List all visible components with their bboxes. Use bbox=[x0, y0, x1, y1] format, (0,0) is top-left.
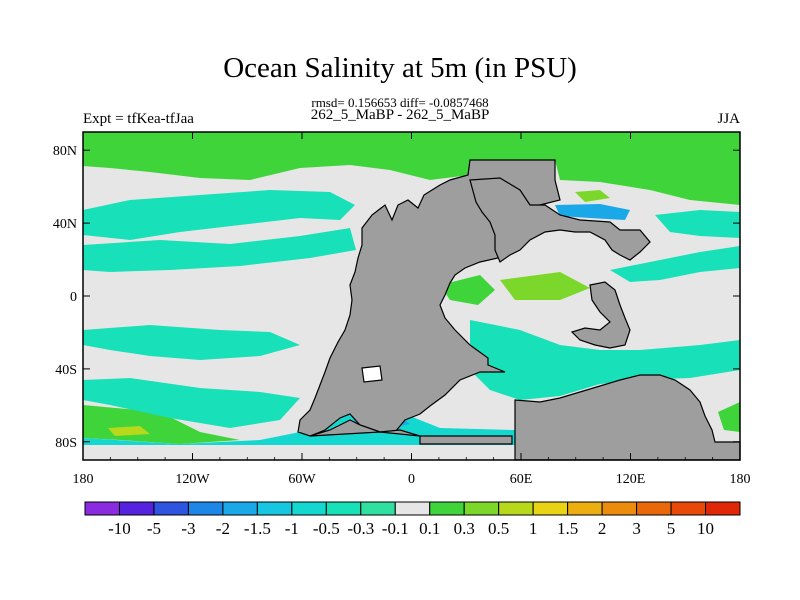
colorbar-swatch bbox=[84, 501, 120, 516]
colorbar-label: 0.1 bbox=[419, 519, 440, 538]
x-tick-label: 180 bbox=[730, 472, 751, 487]
antarctic-landmass bbox=[309, 419, 513, 445]
colorbar-label: 10 bbox=[697, 519, 714, 538]
y-tick-label: 80N bbox=[53, 144, 77, 159]
south-atlantic-cyan bbox=[83, 378, 300, 428]
axis-ticks: 180 120W 60W 0 60E 120E 180 80N 40N 0 40S 80S bbox=[53, 132, 751, 487]
pacific-cyan-band bbox=[610, 246, 740, 282]
colorbar-label: -2 bbox=[216, 519, 230, 538]
colorbar-swatch bbox=[705, 501, 741, 516]
land-masses bbox=[297, 159, 741, 461]
colorbar-swatch bbox=[498, 501, 534, 516]
east-pacific-cyan bbox=[655, 210, 740, 238]
colorbar-swatch bbox=[222, 501, 258, 516]
colorbar-label: -10 bbox=[108, 519, 131, 538]
x-tick-label: 60W bbox=[288, 472, 316, 487]
colorbar-label: 2 bbox=[598, 519, 607, 538]
x-tick-label: 60E bbox=[510, 472, 533, 487]
colorbar-label: 0.5 bbox=[488, 519, 509, 538]
colorbar-swatch bbox=[291, 501, 327, 516]
pacific-green-patch bbox=[500, 272, 590, 300]
colorbar-swatch bbox=[118, 501, 155, 516]
southern-cyan-band bbox=[83, 325, 300, 360]
map-area bbox=[82, 131, 741, 461]
small-lake bbox=[361, 365, 383, 383]
island-arc bbox=[570, 281, 631, 349]
indian-ocean-cyan bbox=[470, 320, 740, 400]
atlantic-green-patch bbox=[440, 275, 495, 305]
experiment-label: Expt = tfKea-tfJaa bbox=[83, 111, 194, 127]
season-label: JJA bbox=[717, 111, 740, 127]
x-tick-label: 120W bbox=[175, 472, 210, 487]
colorbar-swatch bbox=[463, 501, 500, 516]
colorbar-swatch bbox=[601, 501, 638, 516]
colorbar-label: -0.1 bbox=[382, 519, 409, 538]
colorbar-swatch bbox=[670, 501, 707, 516]
colorbar-label: -0.3 bbox=[347, 519, 374, 538]
positive-anomaly-patches bbox=[83, 132, 740, 444]
colorbar-label: -1 bbox=[285, 519, 299, 538]
colorbar-label: -3 bbox=[181, 519, 195, 538]
north-pacific-blue-strip bbox=[555, 204, 630, 220]
colorbar-swatch bbox=[567, 501, 603, 516]
chart-subtitle: 262_5_MaBP - 262_5_MaBP bbox=[310, 107, 490, 123]
x-tick-label: 0 bbox=[408, 472, 415, 487]
colorbar-label: -1.5 bbox=[244, 519, 271, 538]
colorbar-swatch bbox=[636, 501, 672, 516]
north-atlantic-cyan bbox=[83, 190, 355, 240]
colorbar-label: -5 bbox=[147, 519, 161, 538]
colorbar-label: 0.3 bbox=[454, 519, 475, 538]
north-pacific-green-spot bbox=[575, 190, 610, 202]
tropical-cyan-band bbox=[83, 228, 356, 272]
stats-line: rmsd= 0.156653 diff= -0.0857468 bbox=[311, 95, 489, 110]
colorbar-label: 3 bbox=[632, 519, 641, 538]
southern-yellow-spot bbox=[108, 426, 150, 436]
colorbar-swatch bbox=[532, 501, 569, 516]
colorbar-swatch bbox=[256, 501, 293, 516]
colorbar-swatch bbox=[325, 501, 362, 516]
y-tick-label: 0 bbox=[70, 290, 77, 305]
colorbar-swatch bbox=[394, 501, 431, 516]
colorbar-swatch bbox=[429, 501, 465, 516]
colorbar-label: 1 bbox=[529, 519, 538, 538]
y-tick-label: 80S bbox=[55, 436, 77, 451]
colorbar-label: 5 bbox=[667, 519, 676, 538]
continent-east bbox=[469, 177, 651, 263]
x-tick-label: 120E bbox=[616, 472, 646, 487]
colorbar-label: -0.5 bbox=[313, 519, 340, 538]
chart-title: Ocean Salinity at 5m (in PSU) bbox=[223, 52, 577, 84]
arctic-green-band bbox=[83, 132, 740, 205]
colorbar-swatch bbox=[187, 501, 224, 516]
colorbar-label: 1.5 bbox=[557, 519, 578, 538]
colorbar-swatch bbox=[360, 501, 396, 516]
y-tick-label: 40N bbox=[53, 217, 77, 232]
y-tick-label: 40S bbox=[55, 363, 77, 378]
x-tick-label: 180 bbox=[73, 472, 94, 487]
colorbar: -10 -5 -3 -2 -1.5 -1 -0.5 -0.3 -0.1 0.1 0.3 0.5 1 1.5… bbox=[84, 501, 741, 538]
colorbar-swatch bbox=[153, 501, 189, 516]
east-green-spot bbox=[718, 402, 740, 432]
